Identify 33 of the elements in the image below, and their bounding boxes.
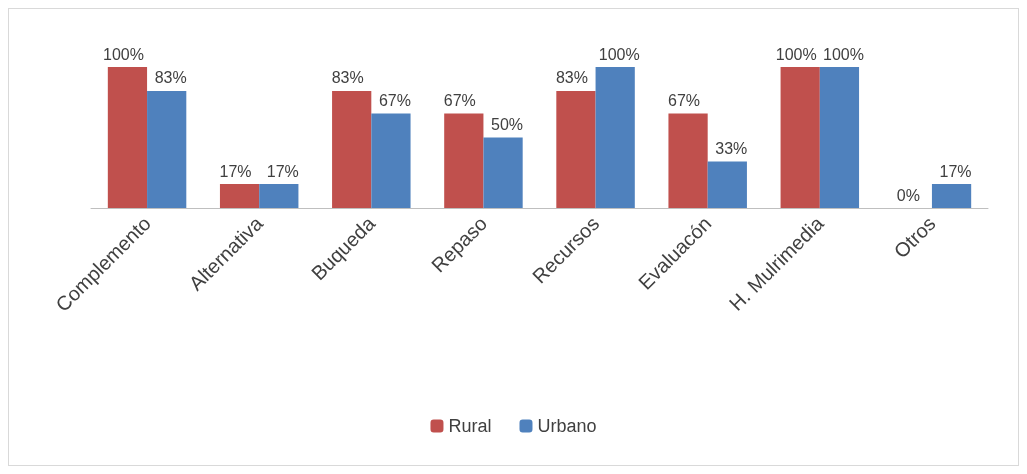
bar	[931, 184, 972, 208]
legend-label: Rural	[448, 416, 492, 436]
data-label: 67%	[668, 92, 701, 110]
bar	[595, 67, 635, 208]
data-label: 100%	[822, 45, 864, 63]
data-label: 83%	[154, 69, 187, 87]
data-label: 83%	[331, 69, 364, 87]
bar	[483, 137, 523, 208]
bar	[107, 67, 148, 208]
data-label: 100%	[102, 45, 144, 63]
bar	[819, 67, 860, 208]
data-label: 17%	[219, 162, 252, 180]
data-label: 50%	[491, 116, 524, 133]
data-label: 83%	[555, 69, 588, 87]
data-label: 0%	[896, 186, 920, 204]
data-label: 17%	[266, 162, 299, 180]
bar	[444, 113, 484, 208]
data-label: 33%	[715, 139, 748, 157]
bar	[147, 90, 187, 208]
data-label: 100%	[598, 45, 640, 63]
legend-label: Urbano	[537, 416, 597, 436]
data-label: 67%	[443, 92, 476, 110]
bar	[780, 67, 820, 208]
bar	[259, 184, 299, 208]
data-label: 67%	[378, 92, 411, 110]
bar	[707, 161, 747, 208]
bar	[668, 113, 708, 208]
bar	[556, 90, 596, 208]
data-label: 100%	[775, 45, 817, 63]
bar	[219, 184, 260, 208]
data-label: 17%	[939, 162, 972, 180]
bar	[332, 90, 372, 208]
bar	[371, 113, 411, 208]
